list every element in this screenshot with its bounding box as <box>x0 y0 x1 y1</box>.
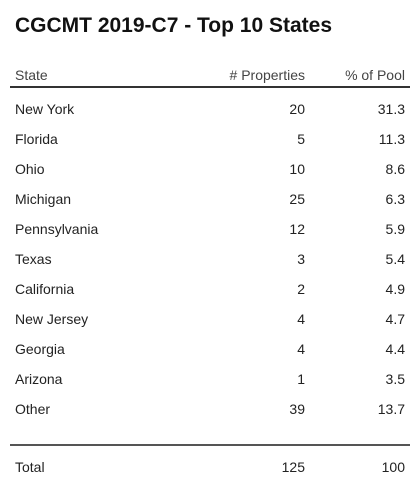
pct-of-pool-cell: 3.5 <box>385 371 405 387</box>
pct-of-pool-cell: 5.9 <box>385 221 405 237</box>
table-header: State # Properties % of Pool <box>10 64 410 88</box>
table-row: Georgia 4 4.4 <box>10 334 410 364</box>
table-row: Ohio 10 8.6 <box>10 154 410 184</box>
pct-of-pool-cell: 4.4 <box>385 341 405 357</box>
table-row: New Jersey 4 4.7 <box>10 304 410 334</box>
total-label: Total <box>15 459 45 475</box>
pct-of-pool-cell: 6.3 <box>385 191 405 207</box>
state-cell: Michigan <box>15 191 72 207</box>
table-row: Pennsylvania 12 5.9 <box>10 214 410 244</box>
header-properties: # Properties <box>229 67 305 83</box>
state-cell: New Jersey <box>15 311 89 327</box>
pct-of-pool-cell: 13.7 <box>377 401 405 417</box>
table-row: Arizona 1 3.5 <box>10 364 410 394</box>
table-body: New York 20 31.3 Florida 5 11.3 Ohio 10 8.6 Michi… <box>10 88 410 424</box>
properties-cell: 1 <box>297 371 305 387</box>
state-cell: New York <box>15 101 75 117</box>
properties-cell: 12 <box>289 221 305 237</box>
state-cell: Pennsylvania <box>15 221 99 237</box>
table-row: Florida 5 11.3 <box>10 124 410 154</box>
state-cell: Texas <box>15 251 52 267</box>
total-properties: 125 <box>281 459 305 475</box>
header-pct-of-pool: % of Pool <box>345 67 405 83</box>
state-cell: Georgia <box>15 341 65 357</box>
properties-cell: 2 <box>297 281 305 297</box>
pct-of-pool-cell: 8.6 <box>385 161 405 177</box>
table-row: Other 39 13.7 <box>10 394 410 424</box>
state-cell: Ohio <box>15 161 45 177</box>
header-state: State <box>15 67 48 83</box>
table-row: New York 20 31.3 <box>10 94 410 124</box>
properties-cell: 39 <box>289 401 305 417</box>
state-cell: California <box>15 281 75 297</box>
properties-cell: 25 <box>289 191 305 207</box>
properties-cell: 5 <box>297 131 305 147</box>
state-cell: Florida <box>15 131 58 147</box>
properties-cell: 3 <box>297 251 305 267</box>
pct-of-pool-cell: 31.3 <box>377 101 405 117</box>
pct-of-pool-cell: 4.9 <box>385 281 405 297</box>
state-cell: Arizona <box>15 371 63 387</box>
table-row: Texas 3 5.4 <box>10 244 410 274</box>
properties-cell: 4 <box>297 341 305 357</box>
properties-cell: 10 <box>289 161 305 177</box>
total-row: Total 125 100 <box>10 452 410 482</box>
total-divider <box>10 444 410 446</box>
total-pct: 100 <box>381 459 405 475</box>
properties-cell: 20 <box>289 101 305 117</box>
table-row: Michigan 25 6.3 <box>10 184 410 214</box>
properties-cell: 4 <box>297 311 305 327</box>
pct-of-pool-cell: 4.7 <box>385 311 405 327</box>
state-cell: Other <box>15 401 51 417</box>
pct-of-pool-cell: 5.4 <box>385 251 405 267</box>
states-table: State # Properties % of Pool New York 20 3… <box>10 64 410 482</box>
chart-title: CGCMT 2019-C7 - Top 10 States <box>15 14 333 37</box>
table-row: California 2 4.9 <box>10 274 410 304</box>
pct-of-pool-cell: 11.3 <box>378 131 405 147</box>
